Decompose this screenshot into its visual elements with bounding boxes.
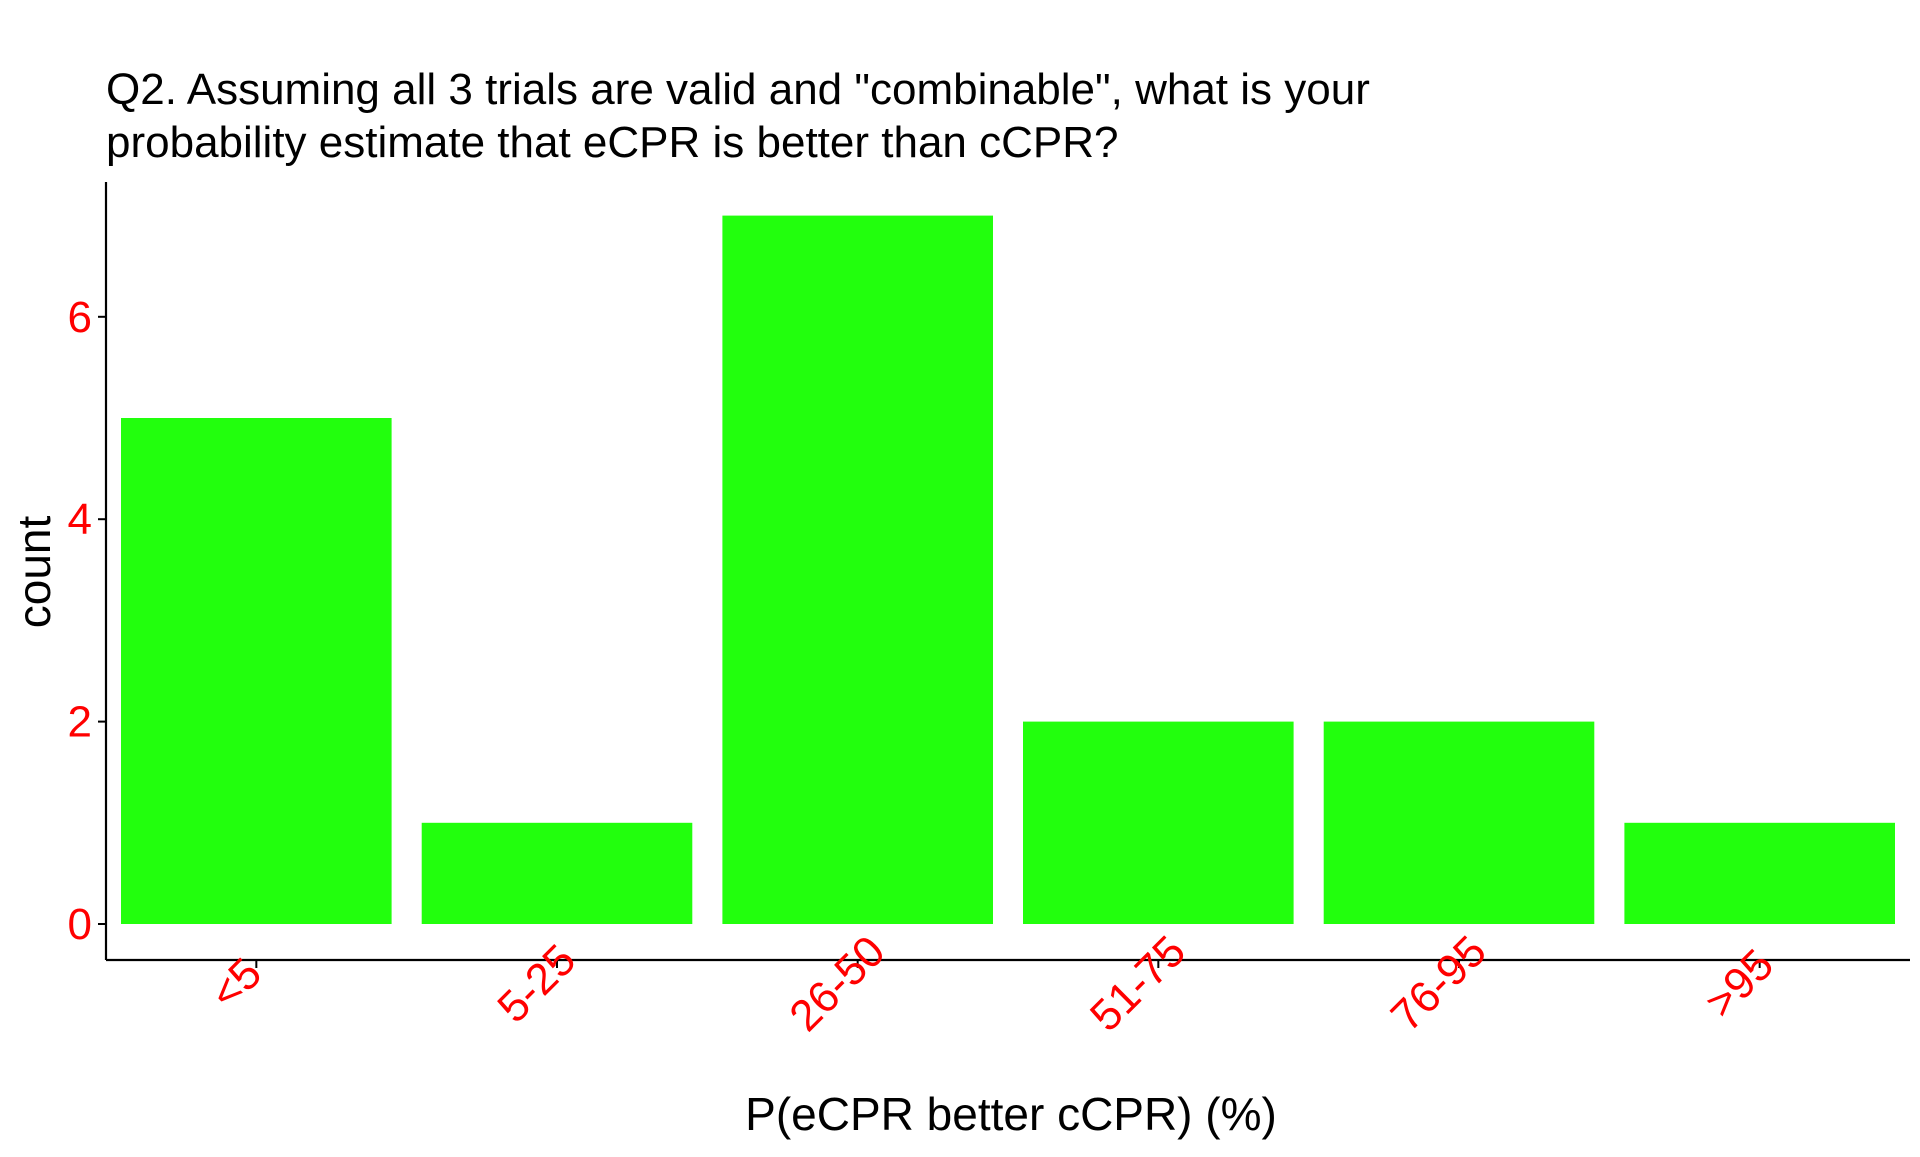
axes-layer: [104, 182, 1910, 962]
x-axis-title: P(eCPR better cCPR) (%): [745, 1088, 1277, 1140]
x-tick-label-4: 76-95: [1382, 927, 1496, 1041]
x-tick-label-1: 5-25: [488, 935, 585, 1032]
bar-2: [722, 215, 993, 925]
x-tick-label-5: >95: [1696, 940, 1783, 1027]
y-tick-label-0: 0: [68, 900, 92, 949]
bar-5: [1624, 822, 1895, 924]
bar-0: [121, 418, 392, 924]
x-tick-label-3: 51-75: [1081, 927, 1195, 1041]
chart-title-line-2: probability estimate that eCPR is better…: [106, 118, 1118, 167]
y-tick-label-3: 6: [68, 293, 92, 342]
chart-title-line-1: Q2. Assuming all 3 trials are valid and …: [106, 65, 1370, 114]
bars-layer: [121, 215, 1895, 925]
bar-3: [1023, 721, 1294, 924]
bar-1: [421, 822, 693, 924]
y-tick-label-2: 4: [68, 495, 92, 544]
bar-4: [1323, 721, 1595, 924]
y-tick-label-1: 2: [68, 698, 92, 747]
x-tick-label-2: 26-50: [780, 927, 894, 1041]
y-axis-title: count: [8, 516, 60, 629]
